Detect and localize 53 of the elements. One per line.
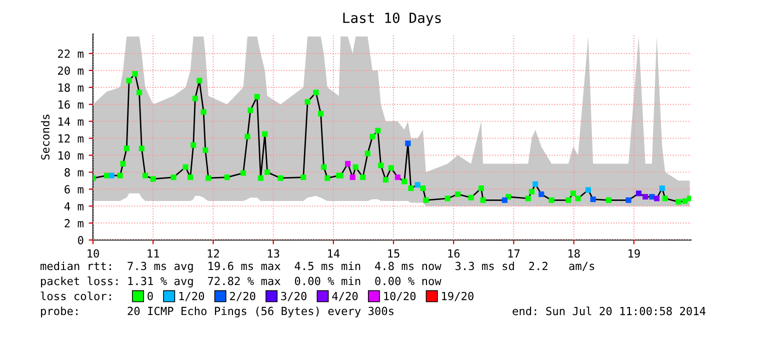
y-tick-label: 2 m <box>64 219 84 228</box>
point <box>636 190 642 196</box>
point <box>538 191 544 197</box>
point <box>108 172 114 178</box>
legend-label: 3/20 <box>281 292 306 302</box>
x-tick-label: 14 <box>328 249 340 258</box>
x-tick-label: 11 <box>148 249 160 258</box>
point <box>626 197 632 203</box>
legend-label: 19/20 <box>442 292 474 302</box>
point <box>642 194 648 200</box>
y-tick-label: 0 <box>78 236 84 244</box>
y-tick-label: 10 m <box>58 151 84 160</box>
y-tick-label: 14 m <box>58 117 84 126</box>
legend-label: 2/20 <box>230 292 256 302</box>
x-tick-label: 19 <box>628 249 640 258</box>
point <box>654 196 660 202</box>
x-tick-label: 10 <box>88 249 99 258</box>
y-tick-label: 12 m <box>58 134 84 143</box>
y-tick-label: 6 m <box>64 185 84 194</box>
legend-title: loss color: <box>40 292 111 300</box>
x-tick-label: 13 <box>268 249 280 258</box>
legend-label: 1/20 <box>179 292 204 302</box>
text: median rtt: 7.3 ms avg 19.6 ms max 4.5 ms min 4.8 ms now 3.3 ms sd 2.2 am/s <box>40 262 594 272</box>
x-tick-label: 15 <box>388 249 400 258</box>
y-axis-title: Seconds <box>40 114 50 160</box>
chart-title: Last 10 Days <box>343 12 441 26</box>
text: end: Sun Jul 20 11:00:58 2014 <box>512 306 706 316</box>
legend-label: 10/20 <box>384 292 416 302</box>
y-tick-label: 8 m <box>64 168 84 177</box>
text: packet loss: 1.31 % avg 72.82 % max 0.00 % min 0.00 % now <box>41 276 442 288</box>
x-tick-label: 17 <box>508 249 520 258</box>
point <box>532 181 538 187</box>
y-tick-label: 20 m <box>58 66 84 75</box>
y-tick-label: 18 m <box>58 83 84 92</box>
legend-label: 4/20 <box>332 292 358 302</box>
point <box>394 174 400 180</box>
point <box>414 182 420 188</box>
point <box>350 174 356 180</box>
y-tick-label: 16 m <box>58 100 84 109</box>
point <box>345 160 351 166</box>
point <box>649 194 655 200</box>
point <box>405 140 411 146</box>
x-tick-label: 18 <box>568 249 580 258</box>
legend-label: 0 <box>148 292 153 300</box>
x-tick-label: 12 <box>208 249 219 258</box>
y-tick-label: 4 m <box>64 202 84 210</box>
point <box>502 197 508 203</box>
point <box>659 186 665 192</box>
point <box>585 187 592 193</box>
y-tick-label: 22 m <box>58 50 84 58</box>
point <box>590 196 596 202</box>
x-tick-label: 16 <box>448 249 460 258</box>
text: probe: 20 ICMP Echo Pings (56 Bytes) every 300s <box>41 306 394 318</box>
